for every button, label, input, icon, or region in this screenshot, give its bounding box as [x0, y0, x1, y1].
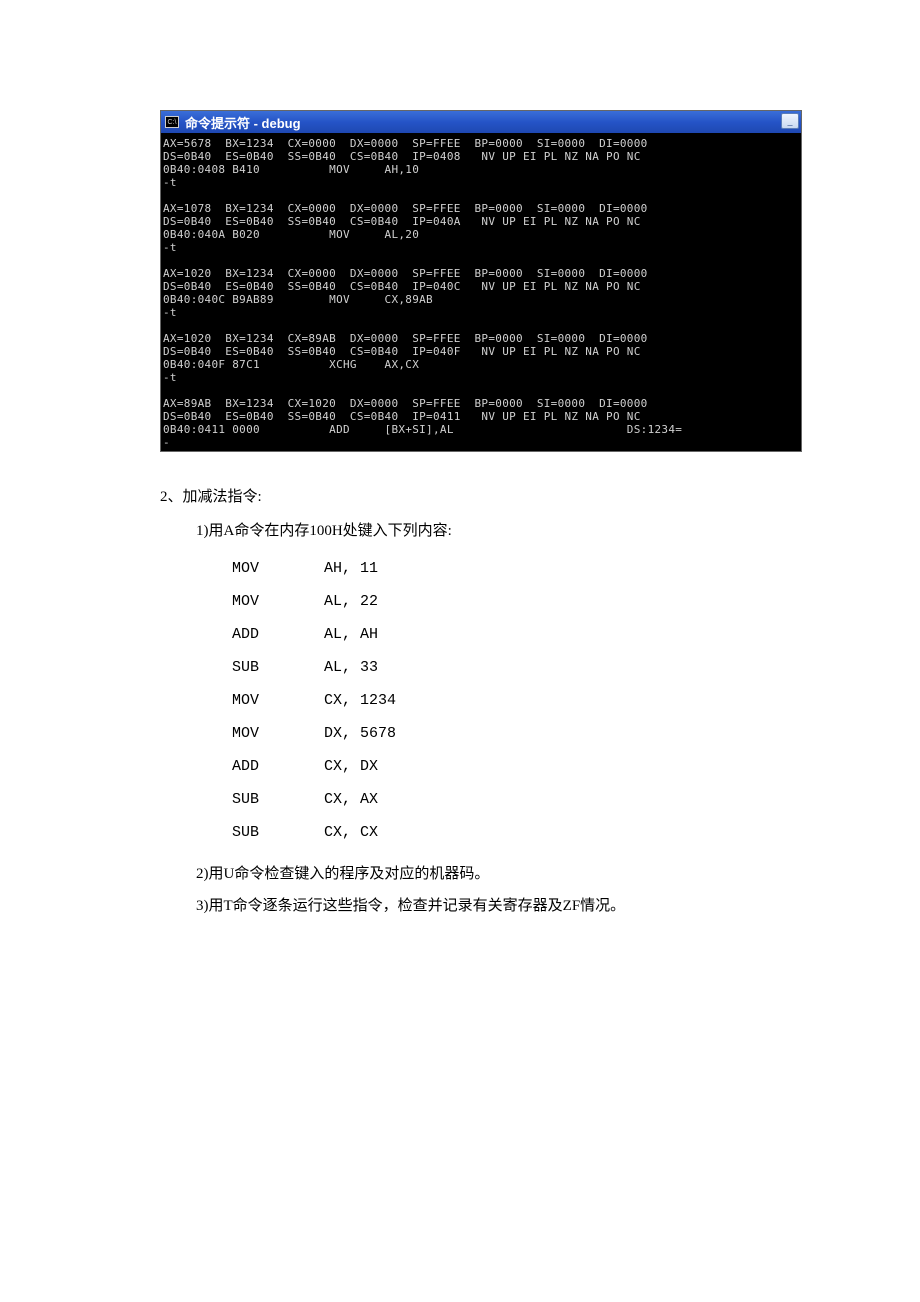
instruction-row: SUBAL, 33 — [232, 651, 760, 684]
console-output: AX=5678 BX=1234 CX=0000 DX=0000 SP=FFEE … — [161, 133, 801, 451]
minimize-button[interactable]: _ — [781, 113, 799, 129]
console-window: C:\ 命令提示符 - debug _ AX=5678 BX=1234 CX=0… — [160, 110, 802, 452]
instruction-row: MOVDX, 5678 — [232, 717, 760, 750]
subitem-2: 2)用U命令检查键入的程序及对应的机器码。 — [160, 859, 760, 889]
instruction-list: MOVAH, 11MOVAL, 22ADDAL, AHSUBAL, 33MOVC… — [160, 552, 760, 849]
window-title: 命令提示符 - debug — [185, 113, 301, 132]
mnemonic: SUB — [232, 651, 324, 684]
mnemonic: SUB — [232, 783, 324, 816]
instruction-row: ADDAL, AH — [232, 618, 760, 651]
mnemonic: ADD — [232, 750, 324, 783]
instruction-row: ADDCX, DX — [232, 750, 760, 783]
subitem-3: 3)用T命令逐条运行这些指令，检查并记录有关寄存器及ZF情况。 — [160, 891, 760, 921]
instruction-row: SUBCX, AX — [232, 783, 760, 816]
mnemonic: MOV — [232, 585, 324, 618]
subitem-1: 1)用A命令在内存100H处键入下列内容: — [160, 516, 760, 546]
window-controls: _ — [781, 113, 799, 129]
section-heading: 2、加减法指令: — [160, 482, 760, 512]
instruction-row: MOVAH, 11 — [232, 552, 760, 585]
mnemonic: MOV — [232, 717, 324, 750]
mnemonic: ADD — [232, 618, 324, 651]
mnemonic: MOV — [232, 552, 324, 585]
operands: CX, AX — [324, 783, 378, 816]
operands: DX, 5678 — [324, 717, 396, 750]
operands: AL, AH — [324, 618, 378, 651]
operands: AL, 33 — [324, 651, 378, 684]
mnemonic: MOV — [232, 684, 324, 717]
instruction-row: SUBCX, CX — [232, 816, 760, 849]
operands: CX, 1234 — [324, 684, 396, 717]
document-section: 2、加减法指令: 1)用A命令在内存100H处键入下列内容: MOVAH, 11… — [160, 482, 760, 921]
mnemonic: SUB — [232, 816, 324, 849]
cmd-icon: C:\ — [165, 116, 179, 128]
instruction-row: MOVAL, 22 — [232, 585, 760, 618]
titlebar: C:\ 命令提示符 - debug _ — [161, 111, 801, 133]
operands: CX, CX — [324, 816, 378, 849]
operands: AH, 11 — [324, 552, 378, 585]
operands: AL, 22 — [324, 585, 378, 618]
operands: CX, DX — [324, 750, 378, 783]
cmd-icon-text: C:\ — [168, 119, 177, 126]
instruction-row: MOVCX, 1234 — [232, 684, 760, 717]
